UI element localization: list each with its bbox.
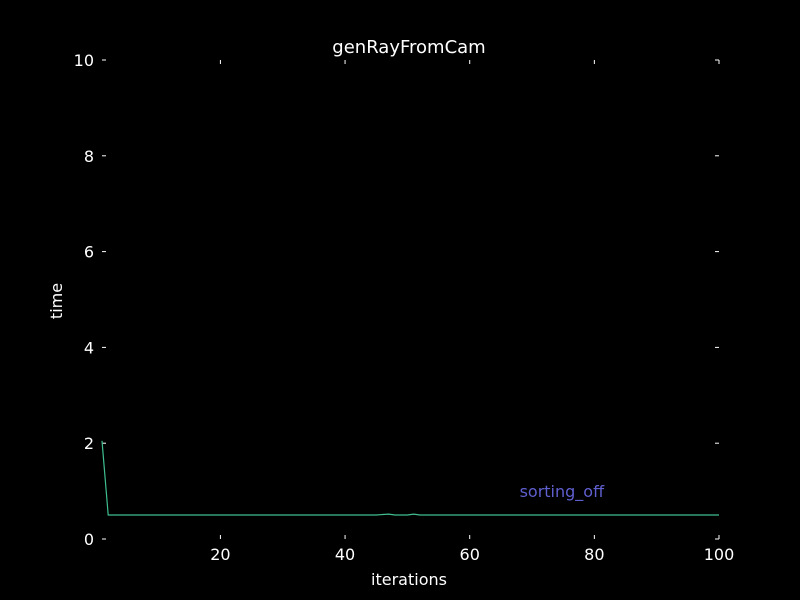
series-line: [101, 440, 719, 516]
y-tick-label: 10: [74, 51, 94, 70]
y-tick-label: 4: [84, 338, 94, 357]
x-tick-label: 60: [460, 545, 480, 564]
chart-title: genRayFromCam: [332, 37, 485, 58]
axis-ticks: 20 40 60 80 100 0 2 4 6 8 10: [74, 51, 735, 564]
x-tick-label: 40: [335, 545, 355, 564]
x-axis-label: iterations: [371, 570, 447, 589]
x-tick-label: 100: [704, 545, 735, 564]
y-axis-label: time: [47, 283, 66, 319]
plot-area: [101, 440, 719, 516]
y-tick-label: 0: [84, 530, 94, 549]
y-tick-label: 6: [84, 243, 94, 262]
x-tick-label: 20: [210, 545, 230, 564]
y-tick-label: 8: [84, 147, 94, 166]
x-tick-label: 80: [584, 545, 604, 564]
y-tick-label: 2: [84, 434, 94, 453]
annotations: sorting_off: [520, 482, 606, 502]
series-annotation: sorting_off: [520, 482, 606, 502]
